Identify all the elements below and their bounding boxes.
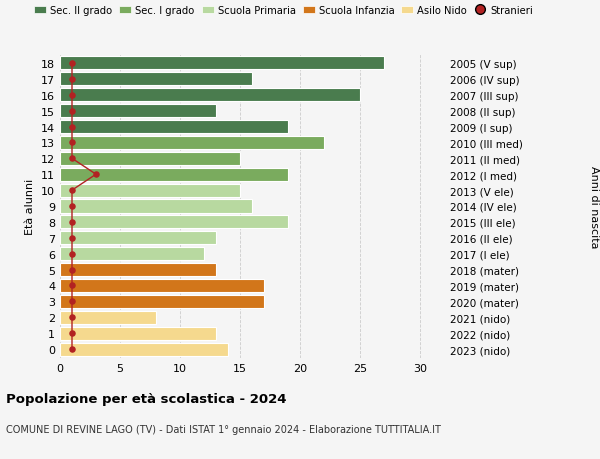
Bar [60, 168, 288, 181]
Bar [60, 247, 204, 261]
Point [67, 235, 77, 242]
Text: COMUNE DI REVINE LAGO (TV) - Dati ISTAT 1° gennaio 2024 - Elaborazione TUTTITALI: COMUNE DI REVINE LAGO (TV) - Dati ISTAT … [6, 425, 441, 435]
Bar [60, 57, 384, 70]
Point [67, 60, 77, 67]
Point [67, 92, 77, 99]
Bar [60, 343, 228, 356]
Point [67, 282, 77, 290]
Point [67, 108, 77, 115]
Bar [60, 152, 240, 166]
Point [67, 187, 77, 194]
Bar [60, 105, 216, 118]
Y-axis label: Anni di nascita: Anni di nascita [589, 165, 599, 248]
Bar [60, 327, 216, 340]
Bar [60, 263, 216, 276]
Y-axis label: Età alunni: Età alunni [25, 179, 35, 235]
Bar [60, 89, 360, 102]
Point [67, 298, 77, 305]
Point [67, 251, 77, 258]
Text: Popolazione per età scolastica - 2024: Popolazione per età scolastica - 2024 [6, 392, 287, 405]
Point [67, 155, 77, 162]
Point [67, 314, 77, 321]
Point [67, 346, 77, 353]
Point [91, 171, 101, 179]
Point [67, 203, 77, 210]
Bar [60, 232, 216, 245]
Legend: Sec. II grado, Sec. I grado, Scuola Primaria, Scuola Infanzia, Asilo Nido, Stran: Sec. II grado, Sec. I grado, Scuola Prim… [34, 6, 533, 16]
Bar [60, 121, 288, 134]
Point [67, 266, 77, 274]
Bar [60, 200, 252, 213]
Bar [60, 73, 252, 86]
Point [67, 219, 77, 226]
Bar [60, 137, 324, 150]
Point [67, 76, 77, 84]
Bar [60, 216, 288, 229]
Bar [60, 311, 156, 324]
Point [67, 330, 77, 337]
Bar [60, 295, 264, 308]
Point [67, 140, 77, 147]
Bar [60, 184, 240, 197]
Bar [60, 280, 264, 292]
Point [67, 123, 77, 131]
